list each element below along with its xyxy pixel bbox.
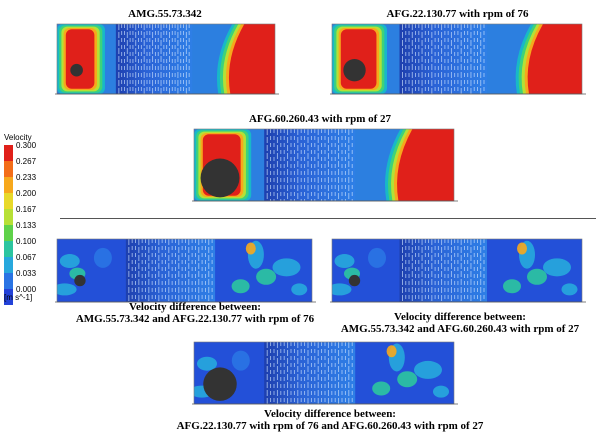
title-panel-1: AMG.55.73.342 [128, 8, 202, 20]
difference-panel-afg76-vs-afg27 [192, 340, 460, 406]
legend-swatch [4, 257, 13, 273]
legend-tick-label: 0.300 [16, 141, 37, 150]
legend-tick-label: 0.200 [16, 189, 37, 198]
contour-plot [55, 238, 316, 303]
legend-swatch [4, 161, 13, 177]
legend-swatch [4, 209, 13, 225]
legend-swatch [4, 145, 13, 161]
velocity-contour-panel-afg-76 [330, 22, 588, 96]
section-divider [60, 218, 596, 219]
velocity-color-legend: Velocity 0.300 0.267 0.233 0.200 0.167 0.133 0… [2, 133, 52, 305]
contour-plot [192, 341, 458, 405]
caption-panel-6-line1: Velocity difference between: [264, 408, 396, 420]
legend-tick-label: 0.000 [16, 285, 37, 294]
caption-panel-5-line1: Velocity difference between: [394, 311, 526, 323]
cylinder-disc [70, 63, 83, 77]
contour-plot [330, 23, 586, 95]
cylinder-disc [203, 367, 237, 401]
legend-tick-label: 0.033 [16, 269, 37, 278]
caption-panel-5-line2: AMG.55.73.342 and AFG.60.260.43 with rpm… [340, 323, 580, 335]
legend-swatch [4, 177, 13, 193]
legend-tick-label: 0.167 [16, 205, 37, 214]
legend-swatch [4, 289, 13, 305]
velocity-contour-panel-afg-27 [192, 127, 460, 203]
title-panel-3: AFG.60.260.43 with rpm of 27 [248, 113, 392, 125]
legend-swatch [4, 273, 13, 289]
caption-panel-4-line2: AMG.55.73.342 and AFG.22.130.77 with rpm… [75, 313, 315, 325]
legend-tick-label: 0.100 [16, 237, 37, 246]
contour-plot [192, 128, 458, 202]
legend-swatch [4, 193, 13, 209]
legend-swatch [4, 225, 13, 241]
caption-panel-6-line2: AFG.22.130.77 with rpm of 76 and AFG.60.… [176, 420, 484, 432]
contour-plot [55, 23, 279, 95]
legend-tick-label: 0.267 [16, 157, 37, 166]
legend-title: Velocity [4, 133, 32, 142]
legend-tick-label: 0.233 [16, 173, 37, 182]
cylinder-disc [348, 274, 361, 287]
legend-tick-label: 0.133 [16, 221, 37, 230]
difference-panel-amg-vs-afg27 [330, 237, 588, 304]
contour-plot [330, 238, 586, 303]
caption-panel-4-line1: Velocity difference between: [129, 301, 261, 313]
difference-panel-amg-vs-afg76 [55, 237, 318, 304]
velocity-contour-panel-amg [55, 22, 281, 96]
cylinder-disc [343, 59, 366, 82]
cylinder-disc [200, 158, 240, 198]
legend-tick-label: 0.067 [16, 253, 37, 262]
legend-swatch [4, 241, 13, 257]
legend-unit: [m s^-1] [4, 293, 33, 302]
title-panel-2: AFG.22.130.77 with rpm of 76 [386, 8, 529, 20]
cylinder-disc [74, 274, 86, 287]
